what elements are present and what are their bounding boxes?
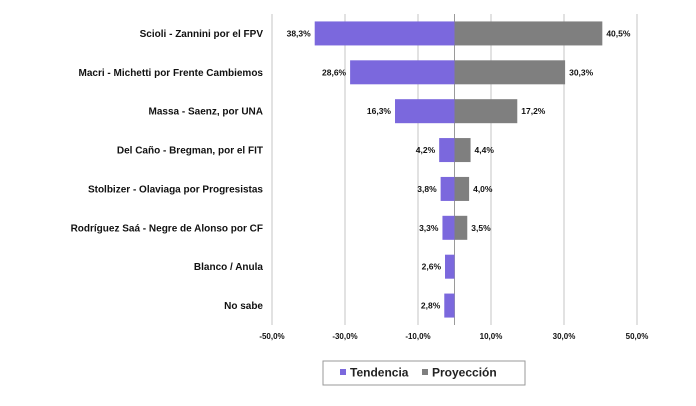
legend-swatch-tendencia	[340, 369, 346, 375]
bar-tendencia	[444, 293, 455, 318]
category-label: Scioli - Zannini por el FPV	[140, 29, 264, 40]
legend-swatch-proyeccion	[422, 369, 428, 375]
data-label-proyeccion: 4,4%	[475, 145, 495, 155]
x-tick-label: 50,0%	[626, 332, 649, 341]
data-label-tendencia: 28,6%	[322, 67, 347, 77]
category-label: Rodríguez Saá - Negre de Alonso por CF	[71, 223, 263, 234]
legend-label-tendencia: Tendencia	[350, 366, 409, 380]
legend-label-proyeccion: Proyección	[432, 366, 497, 380]
category-label: Massa - Saenz, por UNA	[149, 107, 263, 118]
bar-proyeccion	[454, 21, 603, 46]
bar-tendencia	[445, 254, 455, 279]
chart-legend: Tendencia Proyección	[322, 360, 526, 386]
data-label-proyeccion: 4,0%	[473, 184, 493, 194]
category-label: Blanco / Anula	[194, 262, 264, 273]
x-tick-label: -30,0%	[332, 332, 357, 341]
data-label-proyeccion: 40,5%	[606, 28, 631, 38]
bar-proyeccion	[454, 138, 471, 163]
bar-tendencia	[440, 176, 455, 201]
data-label-tendencia: 3,3%	[419, 223, 439, 233]
bar-tendencia	[314, 21, 455, 46]
data-label-tendencia: 38,3%	[287, 28, 312, 38]
data-label-proyeccion: 30,3%	[569, 67, 594, 77]
bar-proyeccion	[454, 176, 470, 201]
data-label-tendencia: 2,6%	[422, 262, 442, 272]
bar-proyeccion	[454, 99, 518, 124]
category-label: Del Caño - Bregman, por el FIT	[117, 146, 263, 157]
category-label: Stolbizer - Olaviaga por Progresistas	[88, 184, 263, 195]
data-label-tendencia: 16,3%	[367, 106, 392, 116]
x-tick-label: -50,0%	[259, 332, 284, 341]
x-tick-label: -10,0%	[405, 332, 430, 341]
bar-tendencia	[350, 60, 455, 85]
chart-labels: -50,0% -30,0% -10,0% 10,0% 30,0% 50,0% Scioli …	[71, 28, 649, 341]
data-label-tendencia: 2,8%	[421, 301, 441, 311]
x-tick-label: 10,0%	[480, 332, 503, 341]
bar-tendencia	[439, 138, 455, 163]
category-label: Macri - Michetti por Frente Cambiemos	[79, 68, 264, 79]
bar-tendencia	[395, 99, 455, 124]
category-label: No sabe	[224, 301, 263, 312]
data-label-tendencia: 4,2%	[416, 145, 436, 155]
bar-tendencia	[442, 215, 455, 240]
data-label-tendencia: 3,8%	[417, 184, 437, 194]
bar-proyeccion	[454, 60, 566, 85]
data-label-proyeccion: 17,2%	[521, 106, 546, 116]
data-label-proyeccion: 3,5%	[471, 223, 491, 233]
x-tick-label: 30,0%	[553, 332, 576, 341]
chart-bars	[314, 21, 603, 318]
bar-proyeccion	[454, 215, 468, 240]
